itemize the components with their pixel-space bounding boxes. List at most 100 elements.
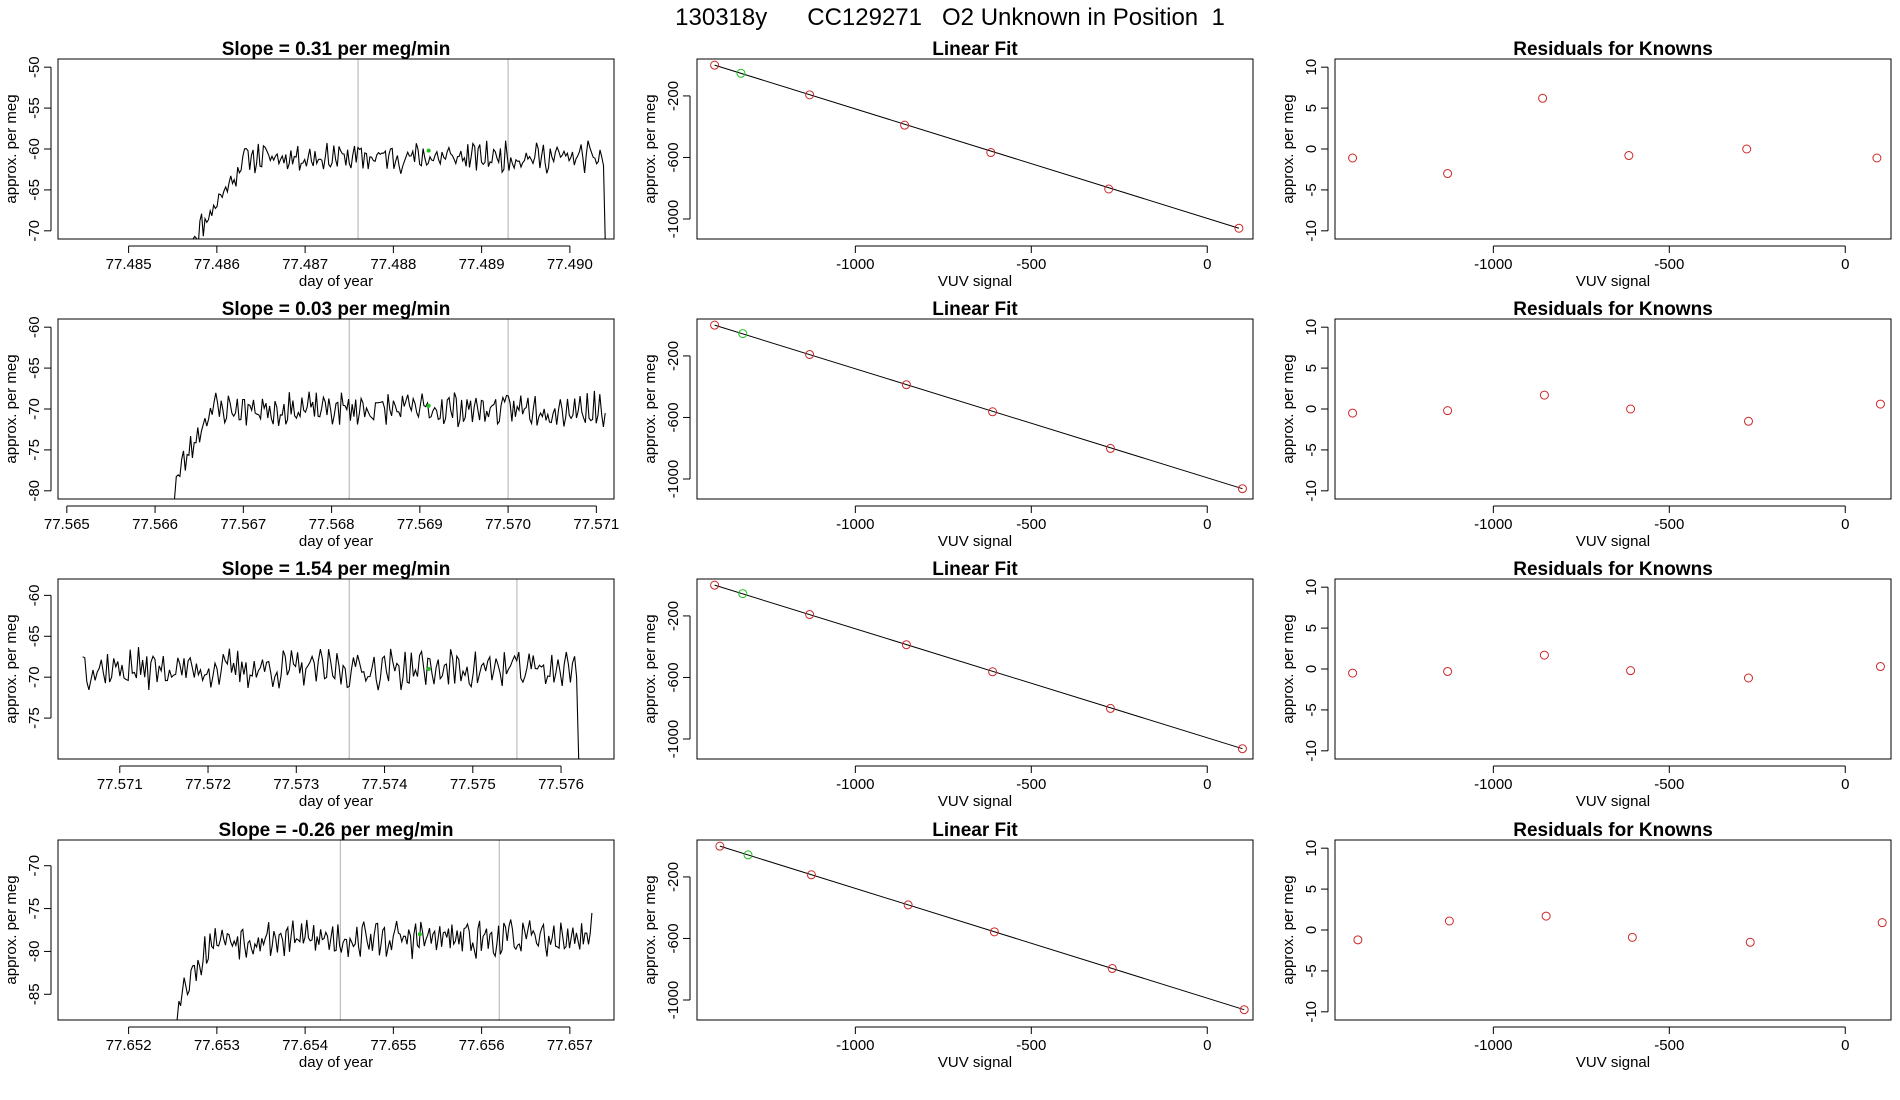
y-tick-label: -5 xyxy=(1303,183,1320,196)
unknown-mean-marker xyxy=(426,403,431,408)
y-axis-label: approx. per meg xyxy=(1280,875,1297,984)
x-tick-label: -1000 xyxy=(1474,776,1512,793)
plot-area xyxy=(173,319,606,499)
y-tick-label: -60 xyxy=(26,585,43,607)
y-tick-label: -70 xyxy=(26,398,43,420)
y-tick-label: -70 xyxy=(26,666,43,688)
x-tick-label: 77.576 xyxy=(538,776,584,793)
x-axis-label: VUV signal xyxy=(1576,273,1650,290)
panel-4-3: Residuals for Knowns -1000 -500 0 VUV signal… xyxy=(1280,820,1892,1071)
y-tick-label: -75 xyxy=(26,439,43,461)
y-tick-label: -600 xyxy=(665,662,682,692)
unknown-mean-marker xyxy=(417,932,422,937)
unknown-point xyxy=(738,589,748,599)
y-tick-label: -200 xyxy=(665,862,682,892)
known-point xyxy=(901,640,911,650)
known-point xyxy=(1624,151,1634,161)
unknown-mean-marker xyxy=(426,148,431,153)
known-point xyxy=(1239,1005,1249,1015)
fit-line xyxy=(714,584,1243,750)
x-tick-label: -1000 xyxy=(836,256,874,273)
known-point xyxy=(1875,662,1885,672)
y-tick-label: -80 xyxy=(26,941,43,963)
y-tick-label: -200 xyxy=(665,601,682,631)
known-point xyxy=(1875,399,1885,409)
known-point xyxy=(1237,484,1247,494)
panel-title: Linear Fit xyxy=(932,299,1018,320)
panel-1-3: Residuals for Knowns -1000 -500 0 VUV signal… xyxy=(1280,39,1892,290)
fit-line xyxy=(719,845,1245,1011)
y-axis-label: approx. per meg xyxy=(1280,614,1297,723)
y-axis-label: approx. per meg xyxy=(642,94,659,203)
known-point xyxy=(900,120,910,130)
x-tick-label: 77.655 xyxy=(370,1037,416,1054)
x-tick-label: 77.575 xyxy=(450,776,496,793)
plot-frame xyxy=(57,578,615,760)
known-point xyxy=(1105,703,1115,713)
y-tick-label: -10 xyxy=(1303,1001,1320,1023)
known-point xyxy=(1877,918,1887,928)
y-tick-label: -200 xyxy=(665,341,682,371)
x-axis-label: VUV signal xyxy=(938,533,1012,550)
known-point xyxy=(1237,744,1247,754)
plot-area xyxy=(1353,911,1887,947)
known-point xyxy=(710,580,720,590)
x-tick-label: 77.487 xyxy=(282,256,328,273)
y-tick-label: -65 xyxy=(26,625,43,647)
known-point xyxy=(1348,408,1358,418)
known-point xyxy=(806,870,816,880)
plot-area xyxy=(710,580,1247,754)
plot-area xyxy=(715,841,1249,1015)
plot-frame xyxy=(696,318,1254,500)
panel-4-1: Slope = -0.26 per meg/min 77.652 77.653 77.… xyxy=(3,820,615,1071)
known-point xyxy=(805,90,815,100)
plot-area xyxy=(710,320,1247,494)
x-tick-label: 77.654 xyxy=(282,1037,328,1054)
x-axis-label: VUV signal xyxy=(938,273,1012,290)
panel-2-2: Linear Fit -1000 -500 0 VUV signal -200 -600 -1… xyxy=(642,299,1254,550)
y-tick-label: -50 xyxy=(26,56,43,78)
plot-area xyxy=(192,59,606,239)
x-tick-label: 77.657 xyxy=(547,1037,593,1054)
panel-title: Residuals for Knowns xyxy=(1513,820,1713,841)
signal-trace xyxy=(173,390,606,499)
x-axis-label: VUV signal xyxy=(938,1054,1012,1071)
y-axis-label: approx. per meg xyxy=(642,875,659,984)
known-point xyxy=(710,60,720,70)
x-tick-label: 0 xyxy=(1841,516,1849,533)
known-point xyxy=(1234,223,1244,233)
known-point xyxy=(989,927,999,937)
x-tick-label: -500 xyxy=(1016,516,1046,533)
y-tick-label: 10 xyxy=(1303,59,1320,76)
known-point xyxy=(1539,650,1549,660)
x-tick-label: -500 xyxy=(1016,256,1046,273)
panel-title: Linear Fit xyxy=(932,559,1018,580)
x-tick-label: -500 xyxy=(1016,1037,1046,1054)
y-axis-label: approx. per meg xyxy=(3,875,20,984)
fit-line xyxy=(714,324,1243,490)
x-tick-label: 0 xyxy=(1203,1037,1211,1054)
known-point xyxy=(1627,932,1637,942)
known-point xyxy=(903,900,913,910)
unknown-mean-marker xyxy=(426,667,431,671)
known-point xyxy=(1353,935,1363,945)
known-point xyxy=(1626,404,1636,414)
plot-area xyxy=(710,60,1244,233)
x-tick-label: 77.652 xyxy=(106,1037,152,1054)
known-point xyxy=(1742,144,1752,154)
x-axis-label: VUV signal xyxy=(938,793,1012,810)
y-axis-label: approx. per meg xyxy=(3,354,20,463)
known-point xyxy=(1107,963,1117,973)
y-tick-label: 5 xyxy=(1303,624,1320,632)
x-tick-label: 77.571 xyxy=(573,516,619,533)
signal-trace xyxy=(176,912,593,1020)
x-axis-label: day of year xyxy=(299,273,373,290)
x-tick-label: 0 xyxy=(1841,1037,1849,1054)
x-tick-label: 77.566 xyxy=(132,516,178,533)
plot-area xyxy=(1348,93,1882,179)
known-point xyxy=(1443,169,1453,179)
y-tick-label: 5 xyxy=(1303,885,1320,893)
y-tick-label: -60 xyxy=(26,316,43,338)
y-tick-label: -70 xyxy=(26,220,43,242)
y-tick-label: -85 xyxy=(26,983,43,1005)
